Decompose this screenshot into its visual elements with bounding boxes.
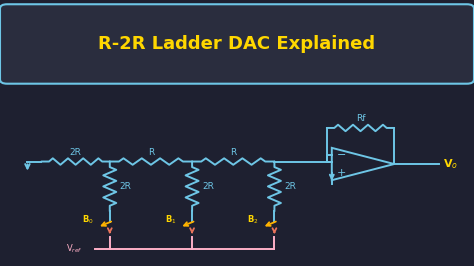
Text: 2R: 2R <box>70 148 82 157</box>
FancyBboxPatch shape <box>0 4 474 84</box>
Text: +: + <box>337 168 346 178</box>
Text: 2R: 2R <box>120 182 132 191</box>
Text: V$_o$: V$_o$ <box>443 157 458 171</box>
Text: R-2R Ladder DAC Explained: R-2R Ladder DAC Explained <box>99 35 375 53</box>
Text: −: − <box>337 150 346 160</box>
Text: 2R: 2R <box>202 182 214 191</box>
Text: 2R: 2R <box>284 182 296 191</box>
Text: Rf: Rf <box>356 114 365 123</box>
Text: R: R <box>148 148 154 157</box>
Text: B$_2$: B$_2$ <box>247 213 258 226</box>
Text: B$_0$: B$_0$ <box>82 213 94 226</box>
Text: B$_1$: B$_1$ <box>164 213 176 226</box>
Text: R: R <box>230 148 237 157</box>
Text: V$_{ref}$: V$_{ref}$ <box>66 242 82 255</box>
